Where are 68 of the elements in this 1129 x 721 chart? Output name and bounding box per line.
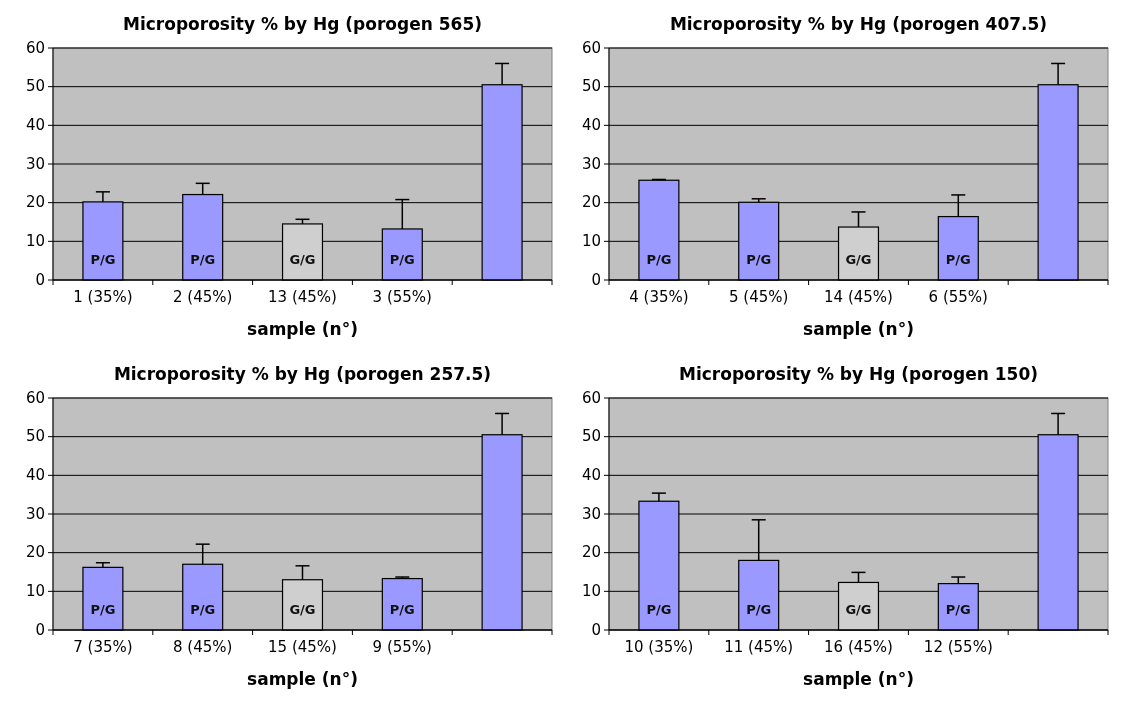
y-tick-label: 60 (581, 388, 601, 407)
chart-title: Microporosity % by Hg (porogen 565) (123, 14, 482, 34)
y-tick-label: 40 (581, 115, 601, 134)
y-tick-label: 10 (581, 231, 601, 250)
x-tick-label: 1 (35%) (73, 288, 133, 306)
annotation: P/G (746, 601, 772, 617)
y-tick-label: 60 (25, 388, 45, 407)
annotation: P/G (646, 251, 672, 267)
y-tick-label: 50 (25, 427, 45, 446)
x-axis-title: sample (n°) (247, 669, 358, 689)
x-axis-title: sample (n°) (247, 319, 358, 339)
y-tick-label: 60 (25, 38, 45, 57)
annotation: P/G (90, 601, 116, 617)
y-tick-label: 60 (581, 38, 601, 57)
y-tick-label: 30 (581, 154, 601, 173)
y-tick-label: 10 (25, 231, 45, 250)
x-tick-label: 16 (45%) (824, 638, 893, 656)
x-tick-label: 3 (55%) (372, 288, 432, 306)
y-tick-label: 20 (581, 193, 601, 212)
annotation: P/G (90, 251, 116, 267)
annotation: P/G (389, 251, 415, 267)
x-tick-label: 13 (45%) (268, 288, 337, 306)
chart-title: Microporosity % by Hg (porogen 257.5) (113, 364, 492, 384)
annotation: P/G (190, 251, 216, 267)
y-tick-label: 50 (25, 77, 45, 96)
y-tick-label: 0 (35, 620, 45, 639)
x-tick-label: 11 (45%) (724, 638, 794, 656)
y-tick-label: 20 (581, 543, 601, 562)
y-tick-label: 10 (581, 581, 601, 600)
y-tick-label: 40 (25, 115, 45, 134)
annotation: P/G (646, 601, 672, 617)
x-axis-title: sample (n°) (803, 319, 914, 339)
annotation: G/G (845, 601, 872, 617)
y-tick-label: 30 (581, 504, 601, 523)
x-tick-label: 2 (45%) (173, 288, 233, 306)
annotation: P/G (389, 601, 415, 617)
y-tick-label: 40 (581, 465, 601, 484)
x-tick-label: 12 (55%) (923, 638, 993, 656)
y-tick-label: 0 (591, 620, 601, 639)
y-tick-label: 10 (25, 581, 45, 600)
x-tick-label: 4 (35%) (629, 288, 689, 306)
x-tick-label: 15 (45%) (268, 638, 337, 656)
annotation: G/G (845, 251, 872, 267)
chart-title: Microporosity % by Hg (porogen 150) (679, 364, 1038, 384)
annotation: P/G (945, 251, 971, 267)
y-tick-label: 50 (581, 77, 601, 96)
x-tick-label: 14 (45%) (824, 288, 893, 306)
y-tick-label: 20 (25, 193, 45, 212)
x-tick-label: 6 (55%) (928, 288, 988, 306)
y-tick-label: 20 (25, 543, 45, 562)
annotation: P/G (190, 601, 216, 617)
annotation: G/G (289, 251, 316, 267)
y-tick-label: 30 (25, 154, 45, 173)
y-tick-label: 30 (25, 504, 45, 523)
y-tick-label: 50 (581, 427, 601, 446)
x-tick-label: 7 (35%) (73, 638, 133, 656)
y-tick-label: 40 (25, 465, 45, 484)
y-tick-label: 0 (591, 270, 601, 289)
annotation: G/G (289, 601, 316, 617)
chart-title: Microporosity % by Hg (porogen 407.5) (669, 14, 1048, 34)
x-tick-label: 9 (55%) (372, 638, 432, 656)
annotation: P/G (746, 251, 772, 267)
x-tick-label: 5 (45%) (729, 288, 789, 306)
x-tick-label: 8 (45%) (173, 638, 233, 656)
x-axis-title: sample (n°) (803, 669, 914, 689)
annotation: P/G (945, 601, 971, 617)
y-tick-label: 0 (35, 270, 45, 289)
x-tick-label: 10 (35%) (624, 638, 694, 656)
